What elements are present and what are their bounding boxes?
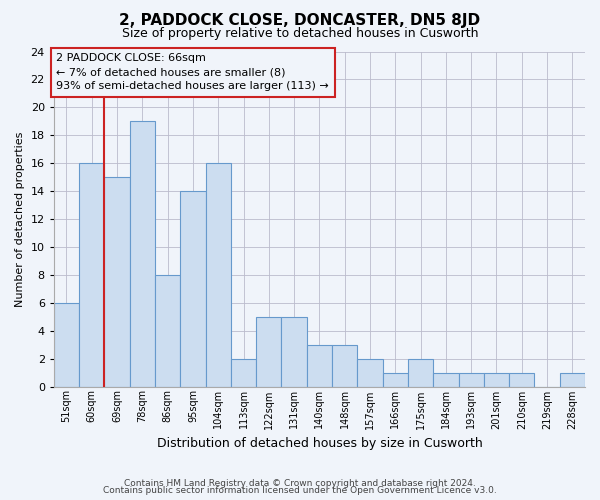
Bar	[130, 122, 155, 386]
Text: Contains public sector information licensed under the Open Government Licence v3: Contains public sector information licen…	[103, 486, 497, 495]
Bar	[332, 344, 358, 387]
Bar	[408, 358, 433, 386]
Bar	[484, 372, 509, 386]
Bar	[54, 303, 79, 386]
Bar	[281, 316, 307, 386]
Bar	[307, 344, 332, 387]
Bar	[433, 372, 458, 386]
Bar	[231, 358, 256, 386]
Bar	[104, 177, 130, 386]
Bar	[560, 372, 585, 386]
Bar	[383, 372, 408, 386]
Text: Contains HM Land Registry data © Crown copyright and database right 2024.: Contains HM Land Registry data © Crown c…	[124, 478, 476, 488]
Bar	[79, 163, 104, 386]
X-axis label: Distribution of detached houses by size in Cusworth: Distribution of detached houses by size …	[157, 437, 482, 450]
Y-axis label: Number of detached properties: Number of detached properties	[15, 132, 25, 306]
Text: 2, PADDOCK CLOSE, DONCASTER, DN5 8JD: 2, PADDOCK CLOSE, DONCASTER, DN5 8JD	[119, 12, 481, 28]
Bar	[181, 191, 206, 386]
Bar	[358, 358, 383, 386]
Bar	[206, 163, 231, 386]
Bar	[155, 275, 181, 386]
Text: Size of property relative to detached houses in Cusworth: Size of property relative to detached ho…	[122, 28, 478, 40]
Bar	[256, 316, 281, 386]
Text: 2 PADDOCK CLOSE: 66sqm
← 7% of detached houses are smaller (8)
93% of semi-detac: 2 PADDOCK CLOSE: 66sqm ← 7% of detached …	[56, 53, 329, 91]
Bar	[458, 372, 484, 386]
Bar	[509, 372, 535, 386]
